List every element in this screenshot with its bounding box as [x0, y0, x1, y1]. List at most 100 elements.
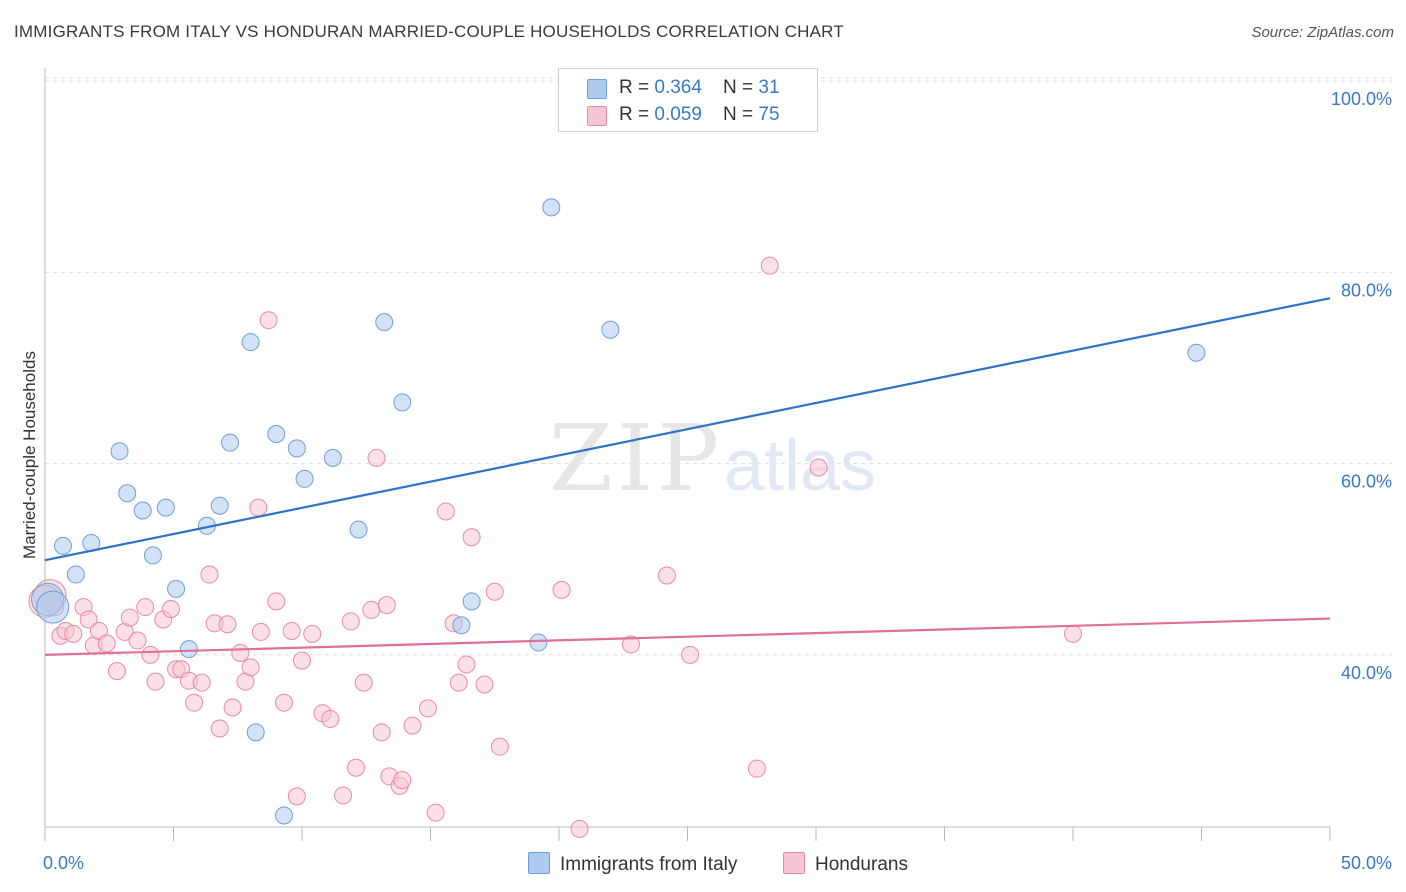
point-italy: [143, 546, 162, 565]
point-hondurans: [251, 622, 270, 641]
point-hondurans: [1064, 624, 1082, 643]
tick-labels: 40.0% 60.0% 80.0% 100.0% 0.0% 50.0%: [43, 89, 1392, 873]
point-italy: [323, 448, 342, 467]
legend: R = 0.364 N = 31 R = 0.059 N = 75: [558, 68, 818, 132]
bottom-legend-label-hondurans: Hondurans: [815, 854, 908, 875]
point-hondurans: [449, 673, 468, 692]
point-hondurans: [760, 256, 779, 275]
point-italy: [349, 520, 368, 539]
point-italy: [156, 498, 175, 517]
bottom-legend-label-italy: Immigrants from Italy: [560, 854, 738, 875]
point-italy: [110, 442, 129, 461]
point-italy: [267, 424, 286, 443]
bottom-legend-swatch-italy: [528, 852, 550, 874]
point-hondurans: [146, 672, 165, 691]
point-hondurans: [120, 608, 139, 627]
point-hondurans: [275, 693, 294, 712]
y-tick-label: 100.0%: [1331, 89, 1392, 109]
point-hondurans: [185, 693, 204, 712]
trend-line-italy: [44, 297, 1331, 562]
point-hondurans: [747, 759, 766, 778]
point-italy: [118, 484, 137, 503]
point-hondurans: [362, 600, 381, 619]
source-label: Source: ZipAtlas.com: [1251, 24, 1394, 41]
legend-n-value: 75: [758, 104, 780, 125]
point-hondurans: [141, 645, 160, 664]
point-italy: [36, 590, 70, 624]
point-hondurans: [552, 580, 571, 599]
y-tick-label: 60.0%: [1341, 472, 1392, 492]
chart-title: IMMIGRANTS FROM ITALY VS HONDURAN MARRIE…: [14, 22, 844, 41]
point-italy: [66, 565, 85, 584]
legend-r-label: R =: [619, 77, 655, 98]
point-hondurans: [249, 498, 268, 517]
point-hondurans: [192, 673, 211, 692]
legend-r-value: 0.364: [654, 77, 702, 98]
bottom-legend-italy: Immigrants from Italy: [528, 852, 737, 876]
point-hondurans: [282, 621, 301, 640]
point-hondurans: [436, 502, 455, 521]
legend-swatch-hondurans: [587, 106, 607, 126]
point-italy: [167, 579, 186, 598]
point-hondurans: [293, 651, 311, 670]
point-italy: [179, 640, 198, 659]
point-hondurans: [218, 615, 237, 634]
point-hondurans: [367, 448, 386, 467]
point-italy: [542, 198, 561, 217]
point-hondurans: [354, 673, 373, 692]
point-italy: [246, 723, 265, 742]
point-italy: [275, 806, 294, 825]
point-italy: [241, 333, 260, 352]
point-hondurans: [372, 723, 391, 742]
point-italy: [462, 592, 481, 611]
point-hondurans: [426, 803, 445, 822]
point-italy: [529, 633, 548, 652]
legend-n-value: 31: [758, 77, 780, 98]
point-hondurans: [97, 634, 116, 653]
point-hondurans: [321, 709, 340, 728]
x-tick-label: 0.0%: [43, 853, 84, 873]
point-hondurans: [621, 635, 640, 654]
point-italy: [375, 313, 394, 332]
gridlines: [45, 77, 1392, 656]
point-italy: [210, 496, 229, 515]
point-hondurans: [475, 675, 494, 694]
legend-n-label: N =: [723, 104, 759, 125]
point-hondurans: [418, 699, 437, 718]
point-hondurans: [64, 624, 83, 643]
point-hondurans: [346, 758, 365, 777]
point-hondurans: [128, 631, 147, 650]
watermark: ZIP atlas: [549, 405, 876, 512]
point-hondurans: [393, 771, 412, 790]
trend-lines: [44, 297, 1331, 656]
point-hondurans: [485, 582, 504, 601]
watermark-zip: ZIP: [549, 405, 723, 512]
point-hondurans: [259, 311, 278, 330]
point-hondurans: [341, 612, 360, 631]
legend-swatch-italy: [587, 79, 607, 99]
point-italy: [452, 616, 471, 635]
point-hondurans: [403, 716, 422, 735]
point-hondurans: [462, 528, 481, 547]
y-tick-label: 80.0%: [1341, 280, 1392, 300]
point-hondurans: [223, 698, 242, 717]
point-hondurans: [657, 566, 676, 585]
bottom-legend-swatch-hondurans: [783, 852, 805, 874]
point-italy: [287, 439, 306, 458]
point-italy: [221, 433, 240, 452]
legend-r-label: R =: [619, 104, 655, 125]
point-hondurans: [79, 610, 98, 629]
point-hondurans: [267, 592, 286, 611]
point-hondurans: [241, 658, 260, 677]
point-hondurans: [377, 596, 396, 615]
x-tick-label: 50.0%: [1341, 853, 1392, 873]
watermark-atlas: atlas: [724, 426, 876, 506]
point-hondurans: [161, 599, 180, 618]
axes: [44, 68, 1331, 841]
point-italy: [1187, 343, 1206, 362]
series-italy: [31, 198, 1206, 825]
legend-r-value: 0.059: [654, 104, 702, 125]
y-axis-label: Married-couple Households: [20, 351, 39, 559]
point-hondurans: [303, 624, 322, 643]
point-hondurans: [457, 655, 476, 674]
